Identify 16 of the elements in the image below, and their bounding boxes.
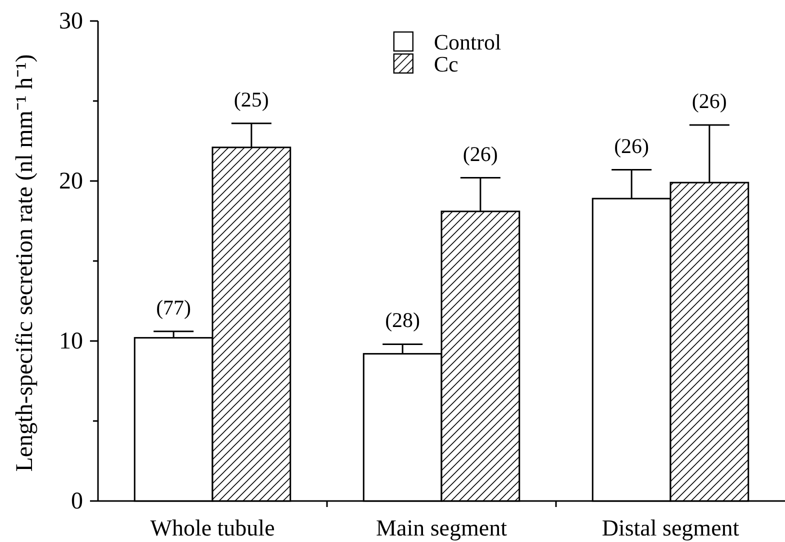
annotation: (26): [614, 134, 650, 158]
annotation: (25): [234, 87, 269, 112]
x-tick-label: Distal segment: [602, 515, 740, 540]
y-tick-label: 20: [59, 168, 83, 195]
x-tick-label: Whole tubule: [150, 515, 275, 540]
y-tick-label: 0: [71, 488, 83, 515]
annotation: (77): [156, 295, 192, 320]
legend-label: Cc: [434, 52, 459, 76]
legend-label: Control: [434, 30, 502, 54]
annotation: (28): [385, 308, 420, 332]
x-tick-label: Main segment: [376, 515, 508, 540]
y-tick-label: 30: [59, 8, 83, 35]
y-axis-title: Length-specific secretion rate (nl mm⁻¹ h⁻¹): [12, 54, 38, 472]
annotation: (26): [462, 142, 498, 166]
y-tick-label: 10: [59, 328, 83, 355]
annotation: (26): [692, 89, 727, 113]
